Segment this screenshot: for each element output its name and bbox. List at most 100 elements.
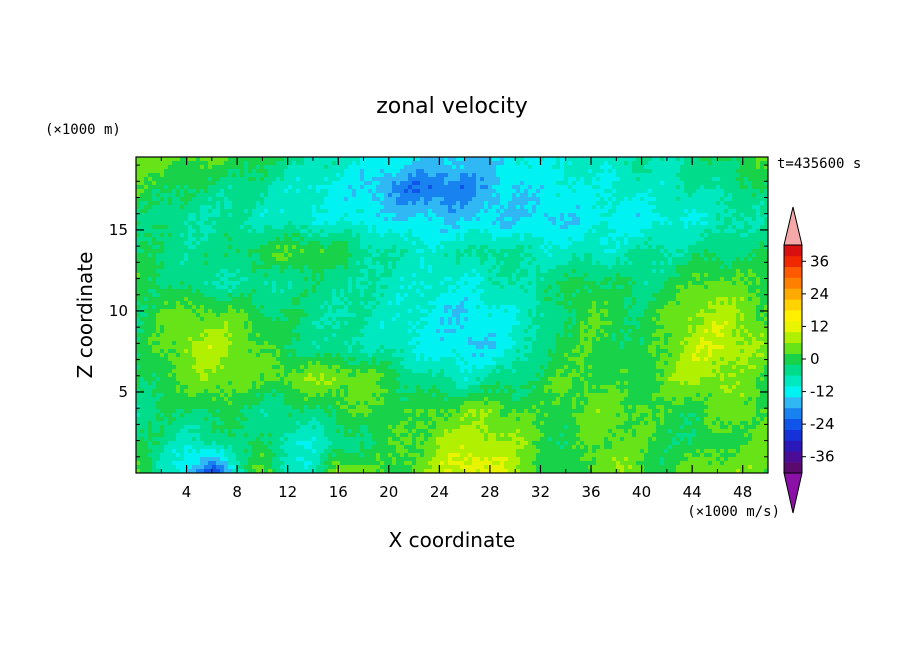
field-cell [732,217,737,222]
field-cell [152,233,157,238]
field-cell [224,161,229,166]
field-cell [440,225,445,230]
field-cell [320,261,325,266]
field-cell [620,273,625,278]
field-cell [452,257,457,262]
field-cell [520,237,525,242]
field-cell [212,245,217,250]
field-cell [172,173,177,178]
field-cell [400,209,405,214]
field-cell [492,201,497,206]
field-cell [156,169,161,174]
field-cell [720,197,725,202]
field-cell [724,197,729,202]
field-cell [420,233,425,238]
field-cell [252,269,257,274]
field-cell [596,213,601,218]
field-cell [320,229,325,234]
field-cell [156,265,161,270]
field-cell [180,165,185,170]
field-cell [732,201,737,206]
field-cell [332,209,337,214]
field-cell [208,277,213,282]
field-cell [664,253,669,258]
field-cell [228,269,233,274]
field-cell [424,261,429,266]
field-cell [600,189,605,194]
field-cell [176,165,181,170]
field-cell [556,237,561,242]
field-cell [240,221,245,226]
field-cell [504,205,509,210]
field-cell [328,245,333,250]
field-cell [164,185,169,190]
field-cell [472,257,477,262]
field-cell [352,241,357,246]
field-cell [176,181,181,186]
field-cell [756,253,761,258]
field-cell [576,249,581,254]
field-cell [356,221,361,226]
field-cell [752,241,757,246]
field-cell [252,177,257,182]
field-cell [220,181,225,186]
field-cell [240,257,245,262]
field-cell [456,197,461,202]
field-cell [136,273,141,278]
field-cell [216,229,221,234]
field-cell [376,197,381,202]
field-cell [448,225,453,230]
field-cell [688,173,693,178]
field-cell [740,217,745,222]
field-cell [736,173,741,178]
field-cell [428,229,433,234]
field-cell [716,261,721,266]
field-cell [428,249,433,254]
field-cell [544,165,549,170]
field-cell [296,193,301,198]
field-cell [456,161,461,166]
field-cell [676,209,681,214]
field-cell [664,265,669,270]
field-cell [420,221,425,226]
field-cell [308,277,313,282]
field-cell [224,273,229,278]
field-cell [388,225,393,230]
field-cell [472,181,477,186]
field-cell [556,261,561,266]
field-cell [640,225,645,230]
field-cell [232,157,237,162]
field-cell [636,253,641,258]
field-cell [596,237,601,242]
field-cell [664,217,669,222]
field-cell [288,205,293,210]
field-cell [276,189,281,194]
field-cell [664,241,669,246]
field-cell [696,253,701,258]
field-cell [412,185,417,190]
field-cell [660,229,665,234]
field-cell [212,273,217,278]
field-cell [760,225,765,230]
field-cell [452,201,457,206]
field-cell [480,277,485,282]
field-cell [200,173,205,178]
field-cell [224,189,229,194]
field-cell [276,161,281,166]
field-cell [180,205,185,210]
field-cell [564,245,569,250]
field-cell [712,165,717,170]
field-cell [228,253,233,258]
field-cell [688,209,693,214]
field-cell [308,169,313,174]
field-cell [220,261,225,266]
field-cell [652,273,657,278]
field-cell [460,205,465,210]
field-cell [224,209,229,214]
field-cell [692,189,697,194]
field-cell [288,169,293,174]
field-cell [556,169,561,174]
field-cell [344,273,349,278]
field-cell [428,205,433,210]
field-cell [160,229,165,234]
